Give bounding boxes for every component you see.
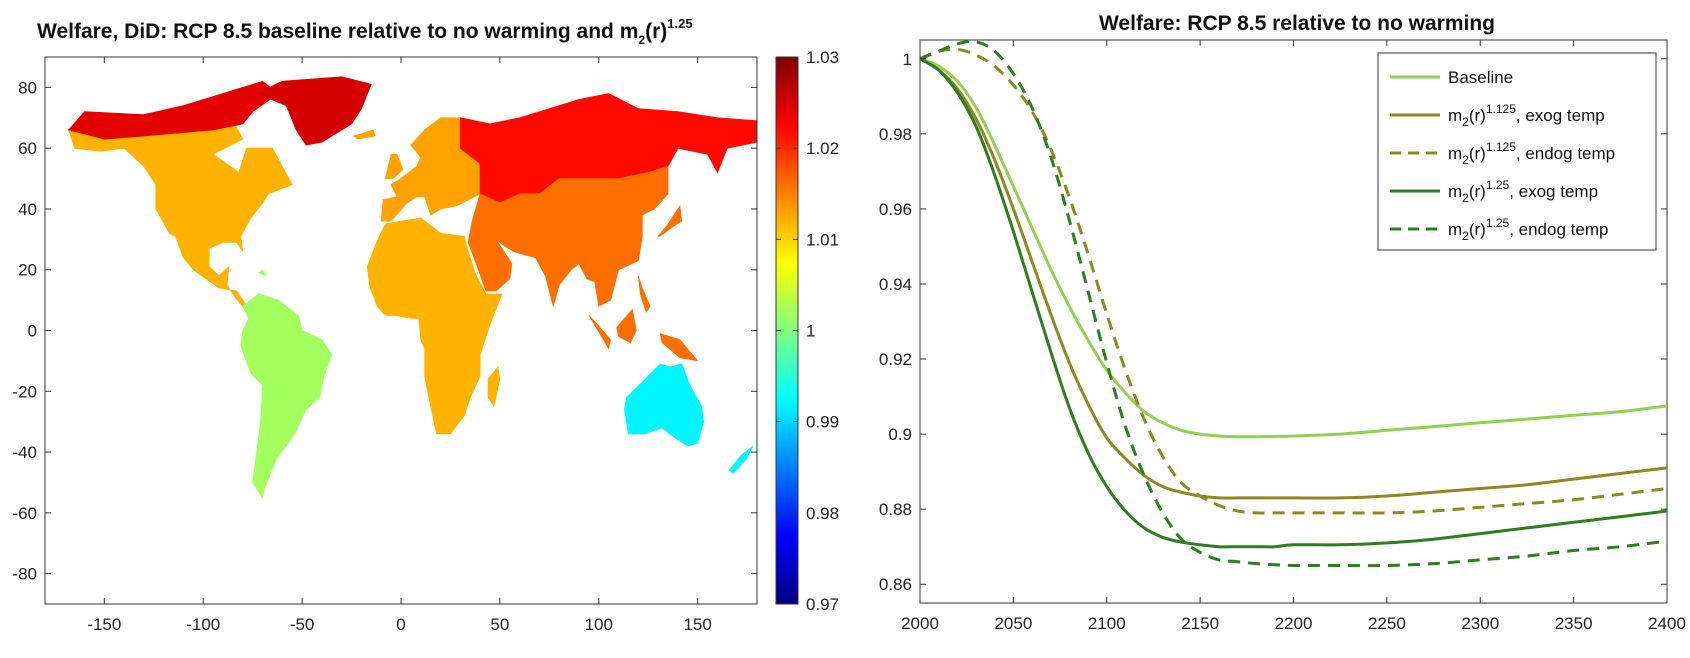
map-y-tick-label: 0: [28, 322, 37, 341]
line-x-tick-label: 2100: [1088, 614, 1126, 633]
map-y-tick-label: -60: [12, 504, 37, 523]
line-x-tick-label: 2300: [1461, 614, 1499, 633]
map-y-tick-label: 80: [18, 78, 37, 97]
series-line-m2-r-1-125-endog-temp: [920, 47, 1667, 515]
legend-label: m2(r)1.125, endog temp: [1448, 140, 1615, 167]
line-y-tick-label: 0.98: [879, 125, 912, 144]
line-y-tick-label: 0.88: [879, 500, 912, 519]
map-y-tick-label: 20: [18, 261, 37, 280]
legend-entry: m2(r)1.125, endog temp: [1390, 140, 1615, 167]
legend-entry: Baseline: [1390, 68, 1513, 87]
colorbar-tick-label: 0.97: [806, 595, 839, 614]
colorbar-tick-label: 0.99: [806, 413, 839, 432]
map-island: [384, 153, 404, 179]
map-axes: -150 -100 -50 0 50 100 150 80 60 40 20 0 -20 -40 -60 -8…: [12, 57, 757, 634]
line-x-tick-label: 2250: [1368, 614, 1406, 633]
colorbar-tick-label: 1.01: [806, 230, 839, 249]
map-island: [616, 308, 637, 344]
line-y-tick-label: 1: [903, 50, 912, 69]
line-y-tick-label: 0.94: [879, 275, 912, 294]
map-y-tick-label: 60: [18, 139, 37, 158]
left-chart-title: Welfare, DiD: RCP 8.5 baseline relative …: [37, 16, 693, 47]
line-x-tick-label: 2050: [994, 614, 1032, 633]
map-x-tick-label: 150: [683, 615, 711, 634]
map-island: [728, 445, 754, 474]
map-island: [657, 205, 683, 237]
colorbar-tick-label: 0.98: [806, 504, 839, 523]
map-x-tick-label: -100: [186, 615, 220, 634]
line-y-tick-label: 0.96: [879, 200, 912, 219]
map-island: [487, 366, 501, 408]
line-axes: 2000 2050 2100 2150 2200 2250 2300 2350 2400 1 0.9…: [879, 40, 1686, 633]
line-x-tick-label: 2150: [1181, 614, 1219, 633]
map-x-tick-label: 100: [585, 615, 613, 634]
line-x-tick-label: 2000: [901, 614, 939, 633]
right-chart-title: Welfare: RCP 8.5 relative to no warming: [1099, 12, 1495, 35]
map-island: [352, 129, 376, 140]
map-region-north-america: [68, 114, 293, 307]
legend-label: Baseline: [1448, 68, 1513, 87]
map-island: [638, 275, 651, 313]
colorbar-ticks: 1.03 1.02 1.01 1 0.99 0.98 0.97: [776, 48, 839, 614]
legend-label: m2(r)1.25, endog temp: [1448, 216, 1608, 243]
line-x-tick-label: 2350: [1555, 614, 1593, 633]
line-plot-area: [920, 40, 1667, 568]
map-y-tick-label: 40: [18, 200, 37, 219]
series-line-m2-r-1-25-endog-temp: [920, 40, 1667, 568]
line-x-tick-label: 2200: [1275, 614, 1313, 633]
map-x-tick-label: -150: [87, 615, 121, 634]
series-line-m2-r-1-25-exog-temp: [920, 57, 1667, 549]
map-x-tick-label: 0: [396, 615, 405, 634]
line-y-tick-label: 0.86: [879, 575, 912, 594]
map-island: [257, 269, 268, 277]
line-y-tick-label: 0.92: [879, 350, 912, 369]
legend-label: m2(r)1.25, exog temp: [1448, 178, 1598, 205]
map-y-tick-label: -20: [12, 382, 37, 401]
map-x-tick-label: -50: [290, 615, 315, 634]
legend-entry: m2(r)1.25, exog temp: [1390, 178, 1598, 205]
line-y-tick-label: 0.9: [888, 425, 912, 444]
legend-entry: m2(r)1.125, exog temp: [1390, 102, 1605, 129]
map-plot-area: [67, 76, 757, 499]
legend-box: [1377, 52, 1657, 251]
map-island: [588, 315, 611, 350]
legend-label: m2(r)1.125, exog temp: [1448, 102, 1605, 129]
legend: Baseline m2(r)1.125, exog temp m2(r)1.125,…: [1377, 52, 1657, 251]
map-region-australia: [624, 363, 705, 447]
map-x-tick-label: 50: [490, 615, 509, 634]
map-region-china-south-asia: [467, 165, 669, 308]
legend-entry: m2(r)1.25, endog temp: [1390, 216, 1608, 243]
map-y-tick-label: -80: [12, 565, 37, 584]
line-x-tick-label: 2400: [1648, 614, 1686, 633]
map-region-greenland: [255, 76, 372, 146]
colorbar-tick-label: 1: [806, 322, 815, 341]
series-line-baseline: [920, 57, 1667, 439]
map-y-tick-label: -40: [12, 443, 37, 462]
colorbar-tick-label: 1.03: [806, 48, 839, 67]
series-line-m2-r-1-125-exog-temp: [920, 57, 1667, 500]
map-island: [659, 333, 699, 362]
colorbar-tick-label: 1.02: [806, 139, 839, 158]
map-region-south-america: [240, 293, 333, 499]
map-region-africa: [366, 217, 503, 435]
map-region-arctic-canada-alaska: [67, 80, 280, 140]
